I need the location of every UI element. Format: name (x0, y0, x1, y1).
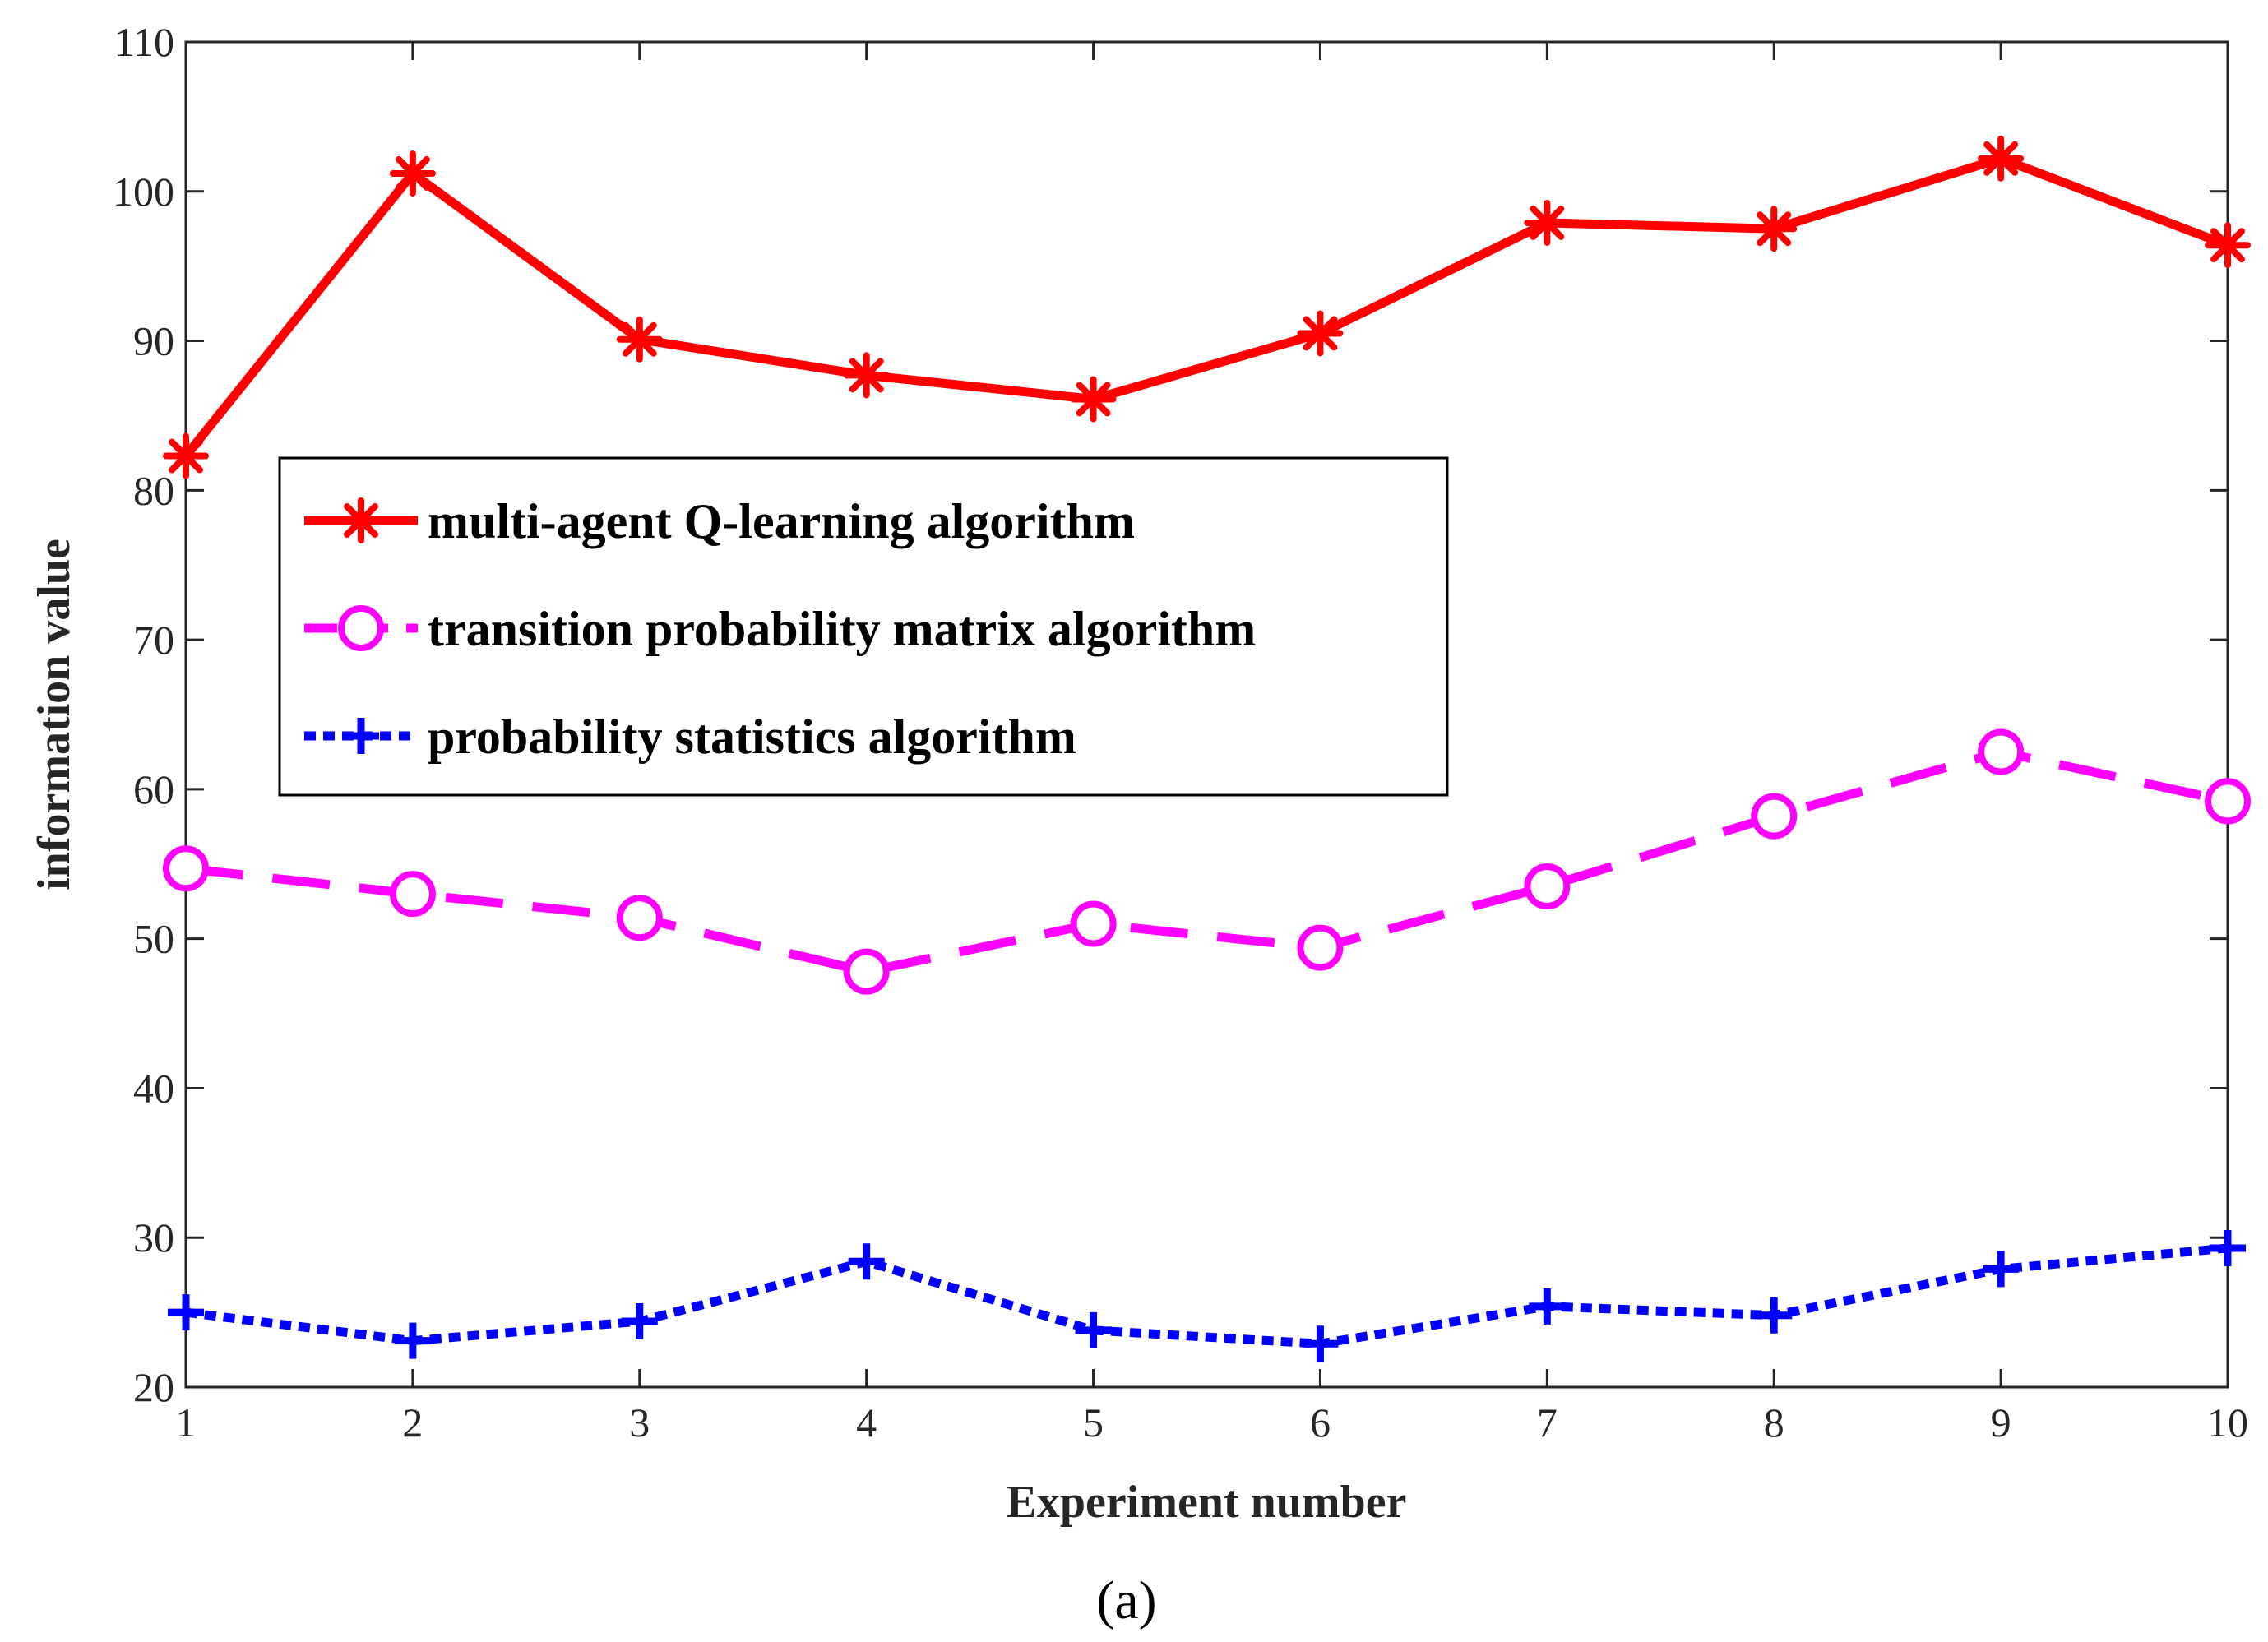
data-point (616, 316, 663, 363)
data-point (1075, 1311, 1112, 1348)
data-point-marker (1070, 900, 1117, 947)
series-line (182, 154, 2229, 459)
y-tick-label: 90 (133, 318, 174, 364)
legend-marker (338, 605, 384, 651)
series-0 (163, 135, 2251, 479)
y-tick-label: 110 (114, 19, 174, 65)
data-point-marker (843, 948, 890, 995)
data-point (621, 1303, 658, 1340)
data-point-marker (1524, 863, 1571, 910)
data-point (1297, 924, 1344, 971)
data-point-marker-center (1312, 326, 1328, 341)
x-tick-label: 3 (629, 1399, 650, 1445)
data-point (394, 1322, 431, 1359)
y-tick-label: 20 (133, 1364, 174, 1410)
data-point (1751, 793, 1798, 840)
data-point (163, 432, 209, 479)
legend-label: multi-agent Q-learning algorithm (428, 494, 1135, 548)
data-point-marker (1751, 793, 1798, 840)
figure-caption: (a) (1096, 1570, 1156, 1630)
x-tick-label: 7 (1537, 1399, 1558, 1445)
data-point-marker-center (2220, 238, 2235, 253)
data-point (1524, 199, 1571, 246)
data-point (1978, 728, 2025, 775)
legend-label: transition probability matrix algorithm (428, 602, 1256, 656)
data-point (1524, 863, 1571, 910)
y-tick-label: 70 (133, 617, 174, 663)
y-tick-label: 80 (133, 467, 174, 513)
x-tick-label: 4 (856, 1399, 877, 1445)
x-tick-label: 10 (2207, 1399, 2248, 1445)
series-1 (163, 728, 2251, 995)
y-tick-label: 60 (133, 766, 174, 812)
x-axis-ticks: 1 2 3 4 5 6 7 8 9 10 (176, 42, 2248, 1445)
data-point (2205, 778, 2251, 825)
data-point (848, 1243, 885, 1280)
x-tick-label: 8 (1764, 1399, 1784, 1445)
x-tick-label: 9 (1991, 1399, 2011, 1445)
y-axis-title: information value (29, 539, 80, 890)
data-point (389, 871, 436, 918)
x-tick-label: 5 (1083, 1399, 1104, 1445)
data-point (1751, 206, 1798, 252)
data-point-marker (1978, 728, 2025, 775)
data-point-marker-center (632, 331, 647, 347)
data-point-marker (163, 845, 209, 892)
data-point (1070, 376, 1117, 423)
y-tick-label: 100 (113, 169, 174, 215)
data-point (1070, 900, 1117, 947)
data-point-marker (1297, 924, 1344, 971)
data-point-marker (616, 895, 663, 941)
series-2 (168, 1229, 2246, 1362)
data-point (163, 845, 209, 892)
series-line (185, 1243, 2229, 1348)
x-axis-title: Experiment number (1007, 1477, 1407, 1528)
data-point (2210, 1229, 2246, 1266)
legend: multi-agent Q-learning algorithm transiti… (278, 456, 1449, 797)
y-tick-label: 40 (133, 1065, 174, 1111)
data-point (843, 352, 890, 399)
legend-entry: transition probability matrix algorithm (304, 602, 1256, 656)
data-point-marker-center (178, 448, 193, 464)
x-tick-label: 2 (402, 1399, 423, 1445)
data-point (2205, 222, 2251, 269)
data-point-marker-center (1993, 150, 2009, 166)
y-tick-label: 50 (133, 916, 174, 962)
legend-entry: multi-agent Q-learning algorithm (304, 494, 1135, 548)
data-point (1756, 1297, 1793, 1334)
data-point (1302, 1325, 1339, 1362)
y-axis-ticks: 20 30 40 50 60 70 80 90 100 110 (113, 19, 2228, 1410)
data-point-marker-center (405, 165, 420, 181)
legend-entry: probability statistics algorithm (304, 710, 1076, 764)
data-point (616, 895, 663, 941)
legend-entries: multi-agent Q-learning algorithm transiti… (304, 494, 1256, 764)
legend-marker-center (354, 513, 368, 528)
x-tick-label: 1 (176, 1399, 197, 1445)
data-point-marker-center (1539, 215, 1555, 230)
data-point (1529, 1288, 1566, 1325)
x-tick-label: 6 (1310, 1399, 1331, 1445)
data-point (1978, 135, 2025, 182)
data-point-marker-center (859, 368, 874, 383)
legend-box (278, 456, 1449, 797)
data-point (1983, 1251, 2020, 1288)
data-point-marker-center (1085, 391, 1101, 407)
legend-label: probability statistics algorithm (428, 710, 1076, 764)
data-point-marker (2205, 778, 2251, 825)
data-point (389, 150, 436, 197)
series-layer (163, 135, 2251, 1362)
data-point (1297, 310, 1344, 357)
y-tick-label: 30 (133, 1214, 174, 1260)
data-point-marker-center (1766, 221, 1782, 237)
data-point (168, 1294, 204, 1331)
data-point-marker (389, 871, 436, 918)
data-point (843, 948, 890, 995)
